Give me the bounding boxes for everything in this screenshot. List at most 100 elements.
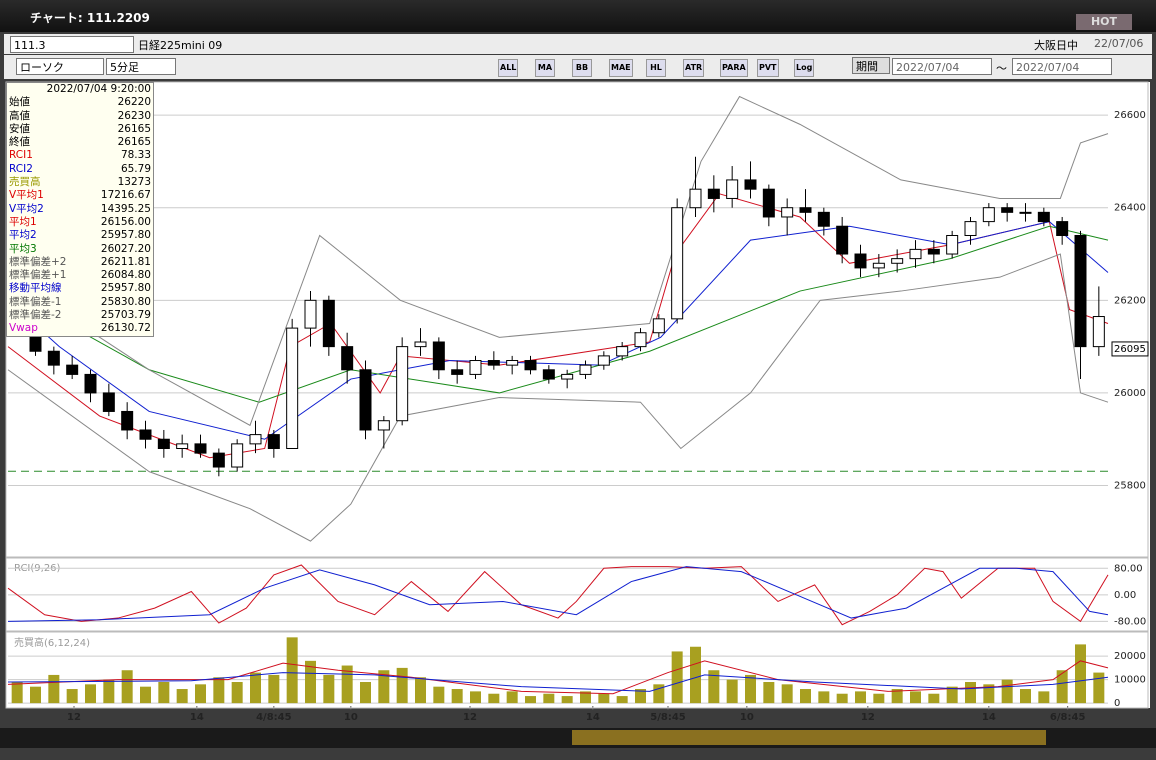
candle-body [634, 332, 647, 348]
candle-body [1037, 211, 1050, 223]
y-tick-label: 26200 [1114, 295, 1146, 306]
candle-body [579, 364, 592, 375]
style-select[interactable]: ローソク [16, 58, 104, 75]
x-tick-label: 14 [190, 712, 204, 723]
candle-body [414, 341, 427, 348]
hot-button[interactable]: HOT [1076, 14, 1132, 30]
info-label: 標準偏差-2 [9, 309, 62, 322]
candle-body [359, 369, 372, 431]
info-row: 標準偏差+1 26084.80 [7, 269, 153, 282]
info-row: Vwap 26130.72 [7, 322, 153, 335]
volume-bar [488, 693, 500, 704]
candle-body [66, 364, 79, 375]
volume-bar [965, 681, 976, 704]
tool-button[interactable]: BB [572, 59, 592, 77]
tool-button[interactable]: PARA [720, 59, 748, 77]
info-value: 25703.79 [100, 309, 151, 322]
x-tick-label: 12 [463, 712, 477, 723]
candle-body [396, 346, 409, 422]
tool-button[interactable]: MA [535, 59, 555, 77]
tool-button[interactable]: MAE [609, 59, 633, 77]
volume-bar [543, 693, 555, 704]
panel-frame [5, 556, 1149, 632]
info-label: RCI2 [9, 162, 33, 175]
candle-body [817, 211, 830, 227]
info-label: 標準偏差-1 [9, 295, 62, 308]
range-button[interactable]: 期間 [852, 57, 890, 74]
volume-bar [1001, 679, 1013, 704]
volume-bar [800, 689, 811, 704]
info-label: V平均1 [9, 189, 44, 202]
scrollbar [0, 728, 1156, 748]
volume-bar [451, 689, 463, 704]
candle-body [1074, 234, 1087, 348]
x-tick-label: 10 [344, 712, 358, 723]
volume-bar [213, 677, 225, 704]
volume-bar [1020, 689, 1031, 704]
volume-bar [231, 681, 243, 704]
x-tick-label: 10 [740, 712, 754, 723]
volume-bar [983, 684, 995, 704]
info-row: RCI1 78.33 [7, 149, 153, 162]
info-value: 17216.67 [100, 189, 151, 202]
volume-bar [341, 665, 353, 704]
scroll-thumb[interactable] [572, 730, 1046, 745]
candle-body [707, 188, 720, 199]
info-label: 平均1 [9, 215, 37, 228]
candle-body [854, 253, 867, 269]
info-value: 26027.20 [100, 242, 151, 255]
instrument: 日経225mini 09 [138, 39, 223, 52]
to-date[interactable]: 2022/07/04 [1012, 58, 1112, 75]
x-tick-label: 6/8:45 [1050, 712, 1086, 723]
candle-body [689, 188, 702, 209]
candle-body [726, 179, 739, 199]
code-box[interactable]: 111.3 [10, 36, 134, 53]
info-panel: 2022/07/04 9:20:00 始値 26220 高値 26230 安値 26165 終… [6, 82, 154, 337]
volume-bar [561, 696, 573, 704]
y-tick-label: 0 [1114, 698, 1120, 709]
indicator-line [7, 564, 1109, 626]
candle-body [506, 360, 519, 366]
candle-body [744, 179, 757, 190]
volume-bar [1038, 691, 1050, 704]
tool-button[interactable]: PVT [757, 59, 779, 77]
candle-body [872, 262, 885, 269]
info-value: 26230 [117, 109, 151, 122]
x-tick-label: 5/8:45 [650, 712, 686, 723]
volume-bar [140, 686, 151, 704]
candle-body [139, 429, 152, 440]
y-tick-label: 26600 [1114, 110, 1146, 121]
info-row: RCI2 65.79 [7, 163, 153, 176]
candle-body [194, 443, 207, 454]
volume-bar [910, 691, 921, 704]
candle-body [102, 392, 115, 412]
candle-body [909, 248, 922, 260]
tool-button[interactable]: Log [794, 59, 815, 77]
volume-bar [470, 691, 481, 704]
candle-body [561, 373, 574, 380]
volume-bar [250, 672, 261, 704]
candle-body [231, 443, 244, 468]
y-tick-label: 0.00 [1114, 590, 1136, 601]
panel-frame [5, 631, 1149, 709]
info-row: 始値 26220 [7, 96, 153, 109]
volume-bar [268, 674, 280, 704]
candle-body [946, 234, 959, 255]
indicator-line [7, 221, 1109, 440]
volume-bar [928, 693, 940, 704]
tool-button[interactable]: ALL [498, 59, 519, 77]
volume-bar [525, 696, 536, 704]
info-label: V平均2 [9, 202, 44, 215]
info-value: 14395.25 [100, 202, 151, 215]
candle-body [377, 420, 390, 431]
tool-button[interactable]: HL [646, 59, 666, 77]
volume-bar [121, 670, 133, 704]
candle-body [341, 346, 354, 371]
period-select[interactable]: 5分足 [106, 58, 176, 75]
tool-button[interactable]: ATR [683, 59, 705, 77]
candle-body [286, 327, 299, 449]
from-date[interactable]: 2022/07/04 [892, 58, 992, 75]
y-tick-label: 10000 [1114, 675, 1146, 686]
info-value: 26084.80 [100, 269, 151, 282]
